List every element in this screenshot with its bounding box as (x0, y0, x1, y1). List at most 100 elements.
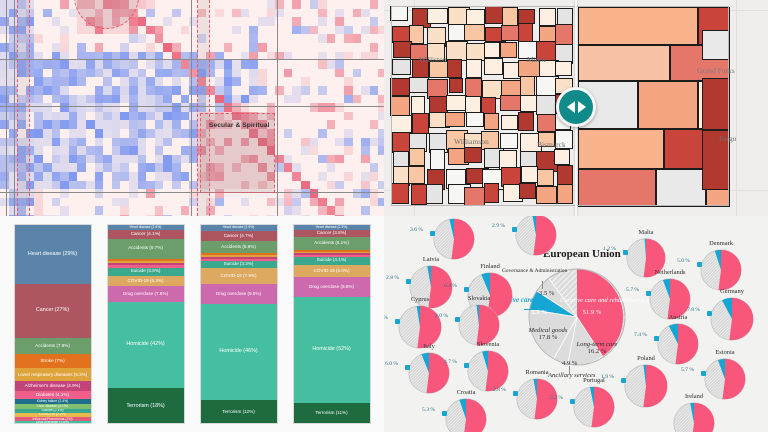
heatmap-cell[interactable] (68, 146, 78, 155)
heatmap-cell[interactable] (266, 0, 276, 9)
map-county-left[interactable] (536, 186, 556, 204)
heatmap-cell[interactable] (215, 120, 224, 129)
heatmap-cell[interactable] (103, 129, 112, 138)
heatmap-cell[interactable] (163, 129, 172, 138)
heatmap-cell[interactable] (25, 68, 35, 78)
stacked-bar-segment[interactable] (107, 265, 184, 268)
heatmap-cell[interactable] (0, 94, 9, 104)
heatmap-cell[interactable] (266, 137, 276, 147)
heatmap-cell[interactable] (146, 25, 155, 35)
heatmap-cell[interactable] (129, 77, 138, 86)
heatmap-cell[interactable] (8, 172, 18, 181)
heatmap-cell[interactable] (369, 43, 379, 52)
heatmap-cell[interactable] (25, 86, 35, 95)
heatmap-cell[interactable] (17, 180, 26, 190)
heatmap-cell[interactable] (292, 197, 301, 207)
heatmap-cell[interactable] (154, 154, 164, 164)
heatmap-cell[interactable] (378, 94, 384, 104)
heatmap-cell[interactable] (0, 43, 9, 52)
heatmap-cell[interactable] (137, 129, 147, 138)
heatmap-cell[interactable] (163, 60, 172, 69)
heatmap-cell[interactable] (17, 0, 26, 9)
heatmap-cell[interactable] (309, 189, 319, 198)
heatmap-cell[interactable] (352, 34, 362, 43)
heatmap-cell[interactable] (25, 163, 35, 172)
stacked-bar-segment[interactable]: Drug overdose (1.8%) (14, 421, 91, 423)
heatmap-cell[interactable] (34, 137, 43, 147)
heatmap-cell[interactable] (266, 146, 276, 155)
heatmap-cell[interactable] (223, 77, 233, 86)
heatmap-cell[interactable] (258, 17, 267, 26)
heatmap-cell[interactable] (120, 137, 129, 147)
heatmap-cell[interactable] (51, 215, 61, 216)
heatmap-cell[interactable] (51, 120, 61, 129)
heatmap-cell[interactable] (369, 120, 379, 129)
heatmap-cell[interactable] (51, 68, 61, 78)
heatmap-cell[interactable] (206, 180, 215, 190)
map-county-left[interactable] (539, 8, 556, 26)
country-pie[interactable] (624, 364, 668, 408)
country-pie[interactable] (626, 238, 666, 278)
heatmap-cell[interactable] (318, 0, 327, 9)
heatmap-cell[interactable] (258, 180, 267, 190)
heatmap-cell[interactable] (60, 51, 69, 61)
heatmap-cell[interactable] (369, 172, 379, 181)
heatmap-cell[interactable] (111, 111, 121, 121)
heatmap-cell[interactable] (249, 163, 258, 172)
heatmap-cell[interactable] (137, 34, 147, 43)
map-county-left[interactable] (500, 133, 519, 149)
heatmap-cell[interactable] (137, 111, 147, 121)
heatmap-cell[interactable] (369, 0, 379, 9)
heatmap-cell[interactable] (77, 94, 86, 104)
heatmap-cell[interactable] (68, 137, 78, 147)
heatmap-cell[interactable] (103, 68, 112, 78)
heatmap-cell[interactable] (301, 215, 310, 216)
heatmap-cell[interactable] (206, 68, 215, 78)
heatmap-cell[interactable] (258, 68, 267, 78)
heatmap-cell[interactable] (120, 77, 129, 86)
stacked-bar-segment[interactable]: Homicide (46%) (200, 304, 277, 400)
choropleth-map-panel[interactable]: Williston Minot Fargo Minot Williamson B… (384, 0, 768, 216)
heatmap-cell[interactable] (60, 34, 69, 43)
heatmap-cell[interactable] (258, 137, 267, 147)
heatmap-cell[interactable] (326, 60, 336, 69)
heatmap-cell[interactable] (137, 180, 147, 190)
heatmap-cell[interactable] (249, 120, 258, 129)
heatmap-cell[interactable] (189, 68, 198, 78)
heatmap-cell[interactable] (240, 154, 250, 164)
heatmap-cell[interactable] (8, 51, 18, 61)
heatmap-cell[interactable] (206, 146, 215, 155)
heatmap-cell[interactable] (25, 215, 35, 216)
stacked-bar-segment[interactable]: Drug overdose (9.8%) (293, 277, 370, 297)
map-county-left[interactable] (484, 183, 500, 203)
heatmap-cell[interactable] (120, 215, 129, 216)
heatmap-cell[interactable] (266, 103, 276, 112)
heatmap-cell[interactable] (249, 146, 258, 155)
heatmap-cell[interactable] (232, 180, 241, 190)
heatmap-cell[interactable] (60, 86, 69, 95)
heatmap-cell[interactable] (258, 86, 267, 95)
heatmap-cell[interactable] (8, 163, 18, 172)
map-county-left[interactable] (466, 112, 484, 127)
heatmap-cell[interactable] (94, 86, 104, 95)
heatmap-cell[interactable] (335, 25, 344, 35)
heatmap-cell[interactable] (172, 51, 181, 61)
heatmap-cell[interactable] (8, 129, 18, 138)
stacked-bar-segment[interactable]: Suicide (3.8%) (107, 267, 184, 276)
map-county-right-edge[interactable] (702, 30, 730, 60)
heatmap-cell[interactable] (335, 8, 344, 18)
heatmap-cell[interactable] (154, 94, 164, 104)
heatmap-cell[interactable] (326, 120, 336, 129)
heatmap-cell[interactable] (361, 154, 370, 164)
heatmap-cell[interactable] (197, 86, 207, 95)
heatmap-cell[interactable] (137, 163, 147, 172)
heatmap-cell[interactable] (0, 25, 9, 35)
heatmap-cell[interactable] (335, 103, 344, 112)
heatmap-cell[interactable] (249, 77, 258, 86)
heatmap-cell[interactable] (292, 172, 301, 181)
heatmap-cell[interactable] (172, 163, 181, 172)
heatmap-cell[interactable] (17, 146, 26, 155)
stacked-bar-segment[interactable]: Terrorism (11%) (293, 402, 370, 423)
heatmap-cell[interactable] (197, 172, 207, 181)
heatmap-cell[interactable] (68, 154, 78, 164)
